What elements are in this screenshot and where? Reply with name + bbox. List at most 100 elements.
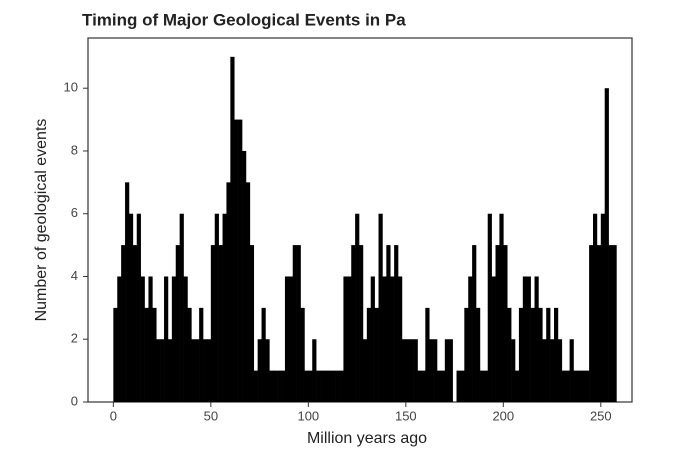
- bar: [148, 276, 153, 402]
- bar: [526, 276, 531, 402]
- bar: [261, 307, 266, 402]
- bar: [608, 245, 613, 402]
- bar: [206, 339, 212, 402]
- bar: [179, 213, 184, 402]
- x-tick-label: 200: [492, 408, 514, 423]
- bar: [569, 339, 574, 402]
- x-tick-label: 100: [297, 408, 319, 423]
- bar: [300, 307, 305, 402]
- bar: [581, 370, 586, 402]
- bar: [417, 370, 422, 402]
- bar: [444, 339, 450, 402]
- bar: [557, 339, 563, 402]
- bar: [273, 370, 278, 402]
- x-axis-label: Million years ago: [307, 430, 427, 447]
- bar: [308, 370, 313, 402]
- bar: [284, 276, 290, 402]
- bar: [546, 307, 551, 402]
- bar: [183, 276, 188, 402]
- bar: [347, 276, 352, 402]
- bar: [214, 213, 219, 402]
- bar: [386, 245, 391, 402]
- bar: [374, 307, 379, 402]
- bar: [612, 245, 617, 402]
- bar: [296, 245, 301, 402]
- bar: [577, 370, 582, 402]
- bar: [370, 276, 375, 402]
- bar: [534, 276, 539, 402]
- bar: [429, 339, 434, 402]
- bar: [472, 245, 477, 402]
- bar: [140, 276, 145, 402]
- bar: [437, 370, 442, 402]
- bar: [421, 370, 426, 402]
- bar: [121, 245, 126, 402]
- y-tick-label: 2: [71, 331, 78, 346]
- bar: [234, 119, 239, 402]
- bar: [242, 150, 247, 402]
- bar: [409, 339, 414, 402]
- bar: [499, 213, 504, 402]
- bar: [593, 213, 598, 402]
- bar: [304, 370, 309, 402]
- bar: [230, 56, 235, 403]
- x-tick-label: 0: [110, 408, 117, 423]
- bar: [390, 276, 395, 402]
- bar: [398, 276, 403, 402]
- y-axis-label: Number of geological events: [33, 119, 50, 322]
- bar: [351, 245, 356, 402]
- bar: [456, 370, 461, 402]
- bar: [440, 370, 446, 402]
- bar: [382, 276, 387, 402]
- bar: [195, 339, 200, 402]
- bar: [507, 307, 512, 402]
- bar: [175, 245, 180, 402]
- bar: [128, 213, 134, 402]
- bar: [561, 370, 567, 402]
- bar: [253, 370, 258, 402]
- bar: [167, 339, 173, 402]
- bar: [464, 307, 469, 402]
- bar: [479, 370, 485, 402]
- bar: [265, 339, 270, 402]
- bar: [425, 307, 430, 402]
- bar: [448, 339, 453, 402]
- y-tick-label: 6: [71, 205, 78, 220]
- bar: [331, 370, 336, 402]
- bar: [468, 276, 473, 402]
- bar: [226, 182, 231, 402]
- bar: [405, 339, 411, 402]
- bar: [573, 370, 578, 402]
- bar: [362, 339, 368, 402]
- bar: [164, 276, 169, 402]
- bar: [600, 213, 606, 402]
- bar: [585, 370, 590, 402]
- bar: [554, 307, 559, 402]
- bar: [156, 339, 161, 402]
- bar: [218, 245, 223, 402]
- bar: [495, 245, 500, 402]
- bar: [366, 307, 372, 402]
- x-tick-label: 250: [590, 408, 612, 423]
- bar: [327, 370, 333, 402]
- bar: [113, 307, 118, 402]
- bar: [359, 245, 364, 402]
- bar: [136, 213, 141, 402]
- bar: [589, 245, 594, 402]
- bar: [339, 370, 344, 402]
- bar: [191, 339, 196, 402]
- bar: [144, 307, 149, 402]
- bar: [245, 182, 251, 402]
- bar: [312, 339, 317, 402]
- bar: [503, 245, 508, 402]
- chart-title: Timing of Major Geological Events in Pa: [82, 10, 406, 29]
- bar: [320, 370, 325, 402]
- bar: [277, 370, 282, 402]
- bar: [491, 276, 496, 402]
- bar: [518, 307, 524, 402]
- bar: [538, 307, 543, 402]
- bar: [604, 88, 609, 402]
- bar: [530, 307, 535, 402]
- bar: [511, 339, 516, 402]
